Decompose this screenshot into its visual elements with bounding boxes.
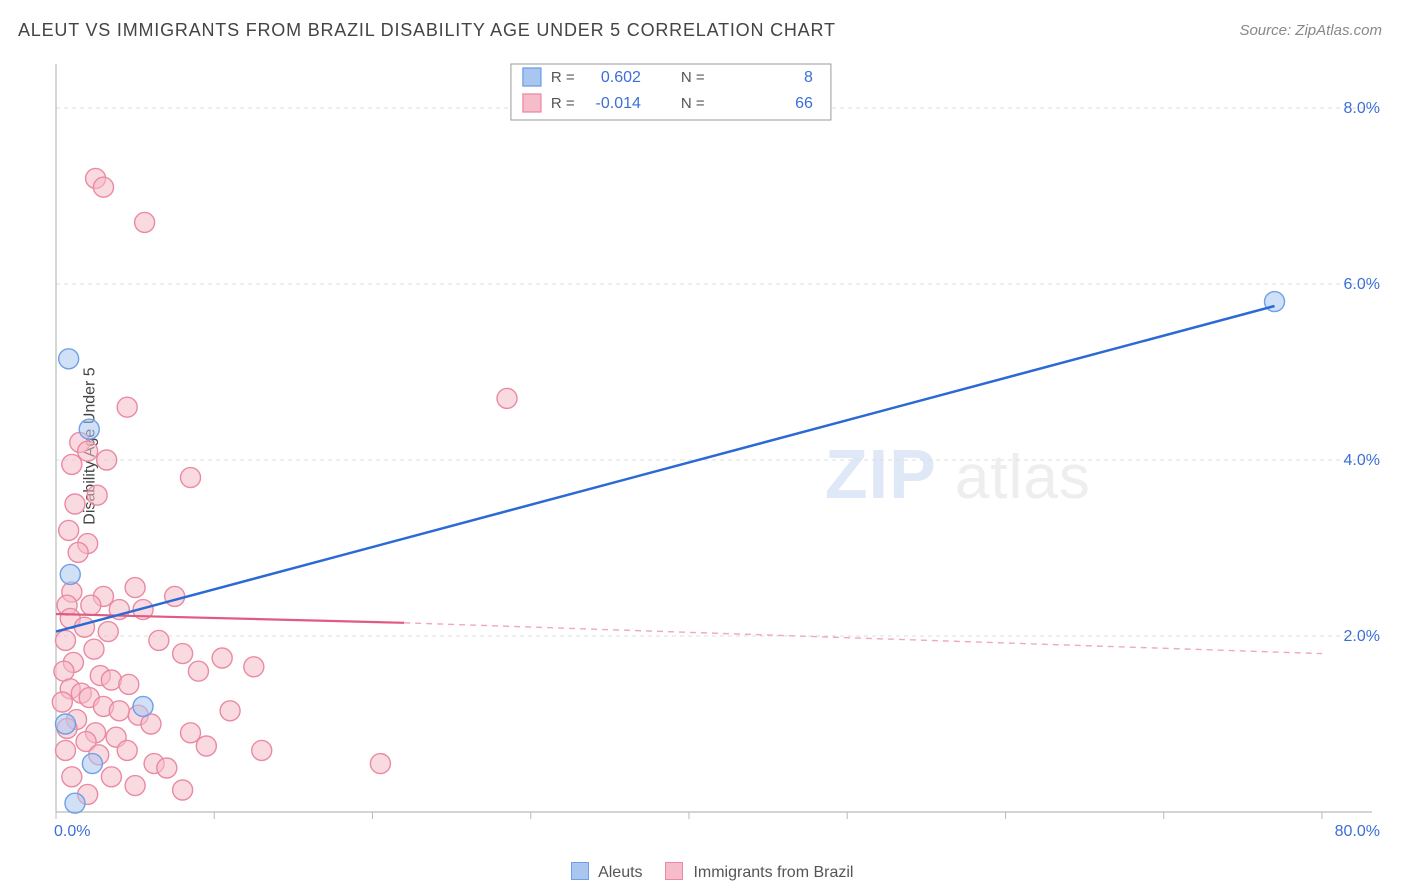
legend-swatch-brazil — [665, 862, 683, 880]
legend-label-brazil: Immigrants from Brazil — [693, 864, 853, 881]
svg-text:4.0%: 4.0% — [1344, 452, 1380, 469]
data-point — [173, 780, 193, 800]
data-point — [181, 468, 201, 488]
data-point — [93, 177, 113, 197]
svg-text:80.0%: 80.0% — [1335, 823, 1380, 840]
svg-text:8.0%: 8.0% — [1344, 100, 1380, 117]
data-point — [81, 595, 101, 615]
chart-title: ALEUT VS IMMIGRANTS FROM BRAZIL DISABILI… — [18, 20, 836, 41]
data-point — [79, 419, 99, 439]
data-point — [98, 622, 118, 642]
legend-label-aleuts: Aleuts — [598, 864, 642, 881]
data-point — [157, 758, 177, 778]
data-point — [212, 648, 232, 668]
svg-text:66: 66 — [795, 95, 813, 112]
data-point — [252, 740, 272, 760]
data-point — [87, 485, 107, 505]
data-point — [220, 701, 240, 721]
data-point — [165, 586, 185, 606]
svg-text:8: 8 — [804, 69, 813, 86]
data-point — [82, 754, 102, 774]
svg-text:ZIP: ZIP — [825, 435, 937, 513]
data-point — [370, 754, 390, 774]
scatter-chart: ZIP atlas 2.0% 4.0% 6.0% 8.0% 0.0% 80.0% R = 0.60… — [50, 60, 1386, 842]
data-point — [117, 740, 137, 760]
data-point — [62, 454, 82, 474]
data-point — [78, 441, 98, 461]
data-point — [149, 630, 169, 650]
data-point — [109, 701, 129, 721]
trendline-aleuts — [56, 306, 1275, 632]
data-point — [117, 397, 137, 417]
data-point — [135, 212, 155, 232]
data-point — [173, 644, 193, 664]
data-point — [101, 670, 121, 690]
data-point — [55, 714, 75, 734]
svg-text:R =: R = — [551, 69, 575, 86]
data-point — [196, 736, 216, 756]
data-point — [59, 520, 79, 540]
data-point — [68, 542, 88, 562]
data-point — [125, 578, 145, 598]
data-point — [244, 657, 264, 677]
data-point — [62, 767, 82, 787]
bottom-legend: Aleuts Immigrants from Brazil — [0, 862, 1406, 882]
data-point — [133, 696, 153, 716]
data-point — [101, 767, 121, 787]
data-point — [125, 776, 145, 796]
data-point — [181, 723, 201, 743]
data-point — [59, 349, 79, 369]
svg-text:N =: N = — [681, 69, 705, 86]
data-point — [60, 564, 80, 584]
data-point — [52, 692, 72, 712]
svg-text:N =: N = — [681, 95, 705, 112]
legend-swatch-aleuts — [571, 862, 589, 880]
svg-text:0.0%: 0.0% — [54, 823, 90, 840]
data-point — [84, 639, 104, 659]
svg-text:6.0%: 6.0% — [1344, 276, 1380, 293]
svg-text:0.602: 0.602 — [601, 69, 641, 86]
data-point — [188, 661, 208, 681]
trendline-brazil-ext — [404, 623, 1322, 654]
svg-text:2.0%: 2.0% — [1344, 628, 1380, 645]
data-point — [65, 494, 85, 514]
data-point — [55, 740, 75, 760]
source-attribution: Source: ZipAtlas.com — [1239, 22, 1382, 39]
svg-text:-0.014: -0.014 — [596, 95, 641, 112]
data-point — [497, 388, 517, 408]
data-point — [65, 793, 85, 813]
data-point — [55, 630, 75, 650]
data-point — [74, 617, 94, 637]
plot-area: ZIP atlas 2.0% 4.0% 6.0% 8.0% 0.0% 80.0% R = 0.60… — [50, 60, 1386, 842]
data-point — [97, 450, 117, 470]
data-point — [119, 674, 139, 694]
svg-text:atlas: atlas — [955, 443, 1091, 512]
svg-text:R =: R = — [551, 95, 575, 112]
